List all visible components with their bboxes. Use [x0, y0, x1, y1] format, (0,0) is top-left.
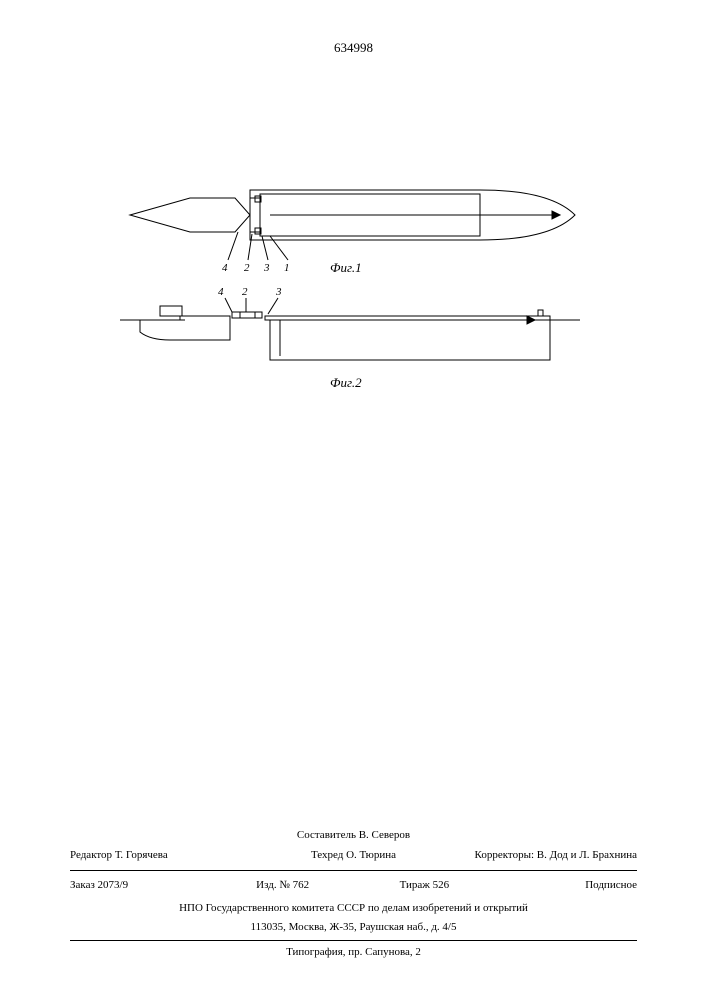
editor-col: Редактор Т. Горячева — [70, 848, 259, 863]
correctors-col: Корректоры: В. Дод и Л. Брахнина — [448, 848, 637, 863]
fig2-ref-3: 3 — [276, 286, 282, 298]
fig2-ref-4: 4 — [218, 286, 224, 298]
credits-row: Редактор Т. Горячева Техред О. Тюрина Ко… — [70, 845, 637, 866]
subscription-col: Подписное — [495, 878, 637, 893]
figures-container: 4 2 3 1 Фиг.1 4 2 3 Фиг.2 — [120, 180, 580, 405]
circulation-col: Тираж 526 — [354, 878, 496, 893]
org-line: НПО Государственного комитета СССР по де… — [70, 901, 637, 916]
imprint-row: Заказ 2073/9 Изд. № 762 Тираж 526 Подпис… — [70, 875, 637, 896]
divider-1 — [70, 870, 637, 871]
diagram-svg — [120, 180, 580, 400]
page: 634998 — [0, 0, 707, 1000]
fig1-ref-1: 1 — [284, 262, 290, 274]
techred-col: Техред О. Тюрина — [259, 848, 448, 863]
correctors-names: В. Дод и Л. Брахнина — [537, 849, 637, 861]
fig2-ref-2: 2 — [242, 286, 248, 298]
divider-2 — [70, 940, 637, 941]
order-col: Заказ 2073/9 — [70, 878, 212, 893]
fig1-label: Фиг.1 — [330, 260, 362, 276]
correctors-label: Корректоры: — [475, 849, 534, 861]
editor-name: Т. Горячева — [115, 849, 168, 861]
patent-number: 634998 — [334, 40, 373, 56]
editor-label: Редактор — [70, 849, 112, 861]
typography-line: Типография, пр. Сапунова, 2 — [70, 945, 637, 960]
techred-name: О. Тюрина — [346, 849, 396, 861]
techred-label: Техред — [311, 849, 343, 861]
compositor-line: Составитель В. Северов — [70, 828, 637, 843]
footer: Составитель В. Северов Редактор Т. Горяч… — [70, 828, 637, 960]
fig1-ref-3: 3 — [264, 262, 270, 274]
figure-1 — [130, 190, 575, 260]
issue-col: Изд. № 762 — [212, 878, 354, 893]
figure-2 — [120, 298, 580, 360]
fig1-ref-4: 4 — [222, 262, 228, 274]
fig2-label: Фиг.2 — [330, 375, 362, 391]
fig1-ref-2: 2 — [244, 262, 250, 274]
address-line: 113035, Москва, Ж-35, Раушская наб., д. … — [70, 920, 637, 935]
